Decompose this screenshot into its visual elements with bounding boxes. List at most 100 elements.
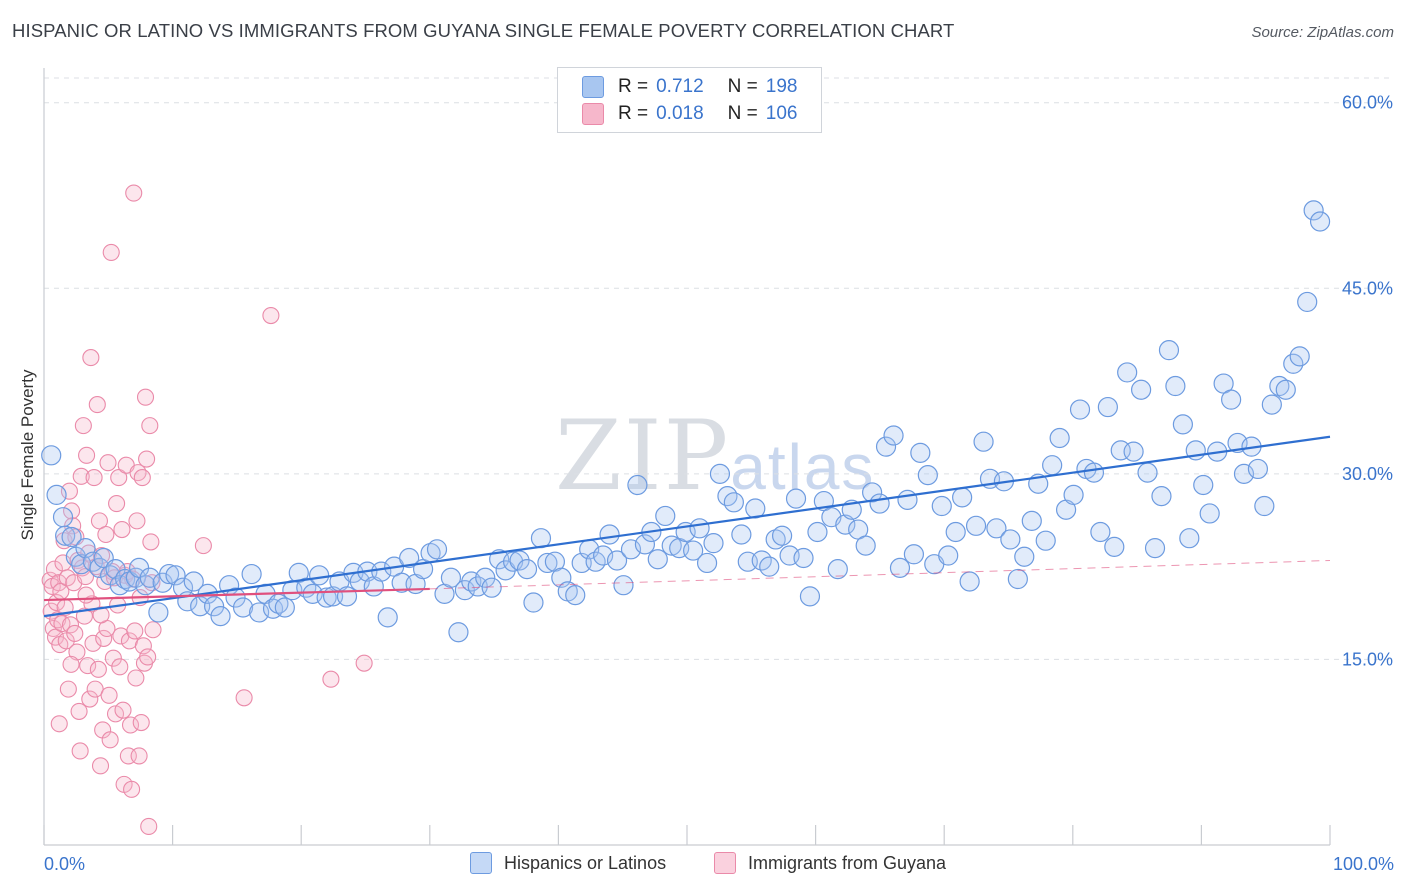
guyana-point <box>62 655 80 673</box>
hispanic-point <box>46 484 67 506</box>
bottom-legend-swatch-guyana <box>714 852 736 874</box>
guyana-point <box>84 634 102 652</box>
hispanic-point <box>903 544 925 565</box>
hispanic-point <box>1069 399 1091 420</box>
guyana-trend-line <box>43 587 430 602</box>
hispanic-point <box>399 547 420 569</box>
bottom-legend-swatch-hispanic <box>470 852 492 874</box>
hispanic-point <box>1289 346 1310 367</box>
hispanic-point <box>475 567 496 588</box>
hispanic-point <box>1144 537 1166 559</box>
hispanic-point <box>1021 510 1042 531</box>
guyana-point <box>140 817 158 835</box>
hispanic-point <box>139 567 160 588</box>
guyana-point <box>130 747 148 765</box>
y-tick-label: 15.0% <box>1342 649 1393 669</box>
guyana-point <box>126 622 144 640</box>
hispanic-point <box>1104 536 1125 557</box>
guyana-point <box>113 520 131 539</box>
hispanic-point <box>689 518 710 539</box>
hispanic-point <box>897 489 918 510</box>
guyana-point <box>235 689 253 707</box>
hispanic-point <box>938 545 959 566</box>
guyana-point <box>110 469 128 487</box>
hispanic-point <box>165 565 186 586</box>
hispanic-point <box>448 622 469 643</box>
hispanic-point <box>1090 521 1111 543</box>
hispanic-point <box>440 567 462 588</box>
hispanic-point <box>1130 379 1152 400</box>
hispanic-point <box>1297 291 1318 313</box>
hispanic-point <box>889 557 911 578</box>
guyana-point <box>85 469 103 487</box>
guyana-point <box>128 512 146 530</box>
hispanic-point <box>336 586 358 607</box>
hispanic-point <box>55 525 76 546</box>
hispanic-point <box>537 552 558 574</box>
guyana-trend-line-extension <box>429 559 1331 590</box>
guyana-point <box>132 713 150 732</box>
hispanic-point <box>835 514 856 535</box>
hispanic-point <box>973 431 994 452</box>
hispanic-point <box>807 521 828 543</box>
hispanic-point <box>827 559 848 580</box>
legend-row-guyana: R = 0.018 N = 106 <box>582 101 797 127</box>
hispanic-point <box>1158 340 1180 361</box>
guyana-point <box>144 621 162 639</box>
legend-r-label: R = <box>618 103 649 124</box>
hispanic-point <box>910 442 931 463</box>
guyana-point <box>104 649 122 667</box>
guyana-point <box>141 417 159 435</box>
guyana-point <box>100 686 118 704</box>
legend-n-value: 198 <box>765 76 798 97</box>
guyana-point <box>89 660 107 678</box>
legend-n-value: 106 <box>765 103 798 124</box>
bottom-legend-hispanic[interactable]: Hispanics or Latinos <box>470 852 666 874</box>
guyana-point <box>136 388 155 406</box>
hispanic-point <box>1063 484 1084 506</box>
hispanic-point <box>709 463 731 484</box>
guyana-point <box>97 525 115 544</box>
hispanic-point <box>627 474 648 496</box>
hispanic-point <box>793 547 814 569</box>
guyana-point <box>82 349 100 367</box>
hispanic-point <box>509 550 530 571</box>
guyana-point <box>121 716 140 734</box>
hispanic-point <box>241 563 262 585</box>
hispanic-point <box>1083 462 1105 483</box>
guyana-point <box>111 658 129 676</box>
hispanic-point <box>1261 394 1282 415</box>
hispanic-point <box>1042 455 1063 476</box>
guyana-point <box>76 567 95 586</box>
hispanic-point <box>190 596 211 617</box>
hispanic-point <box>647 549 668 570</box>
hispanic-point <box>371 561 392 582</box>
hispanic-point <box>1179 528 1200 549</box>
guyana-point <box>101 731 119 749</box>
guyana-point <box>133 469 151 487</box>
guyana-point <box>99 454 117 472</box>
guyana-point <box>57 632 75 650</box>
hispanic-point <box>516 559 538 580</box>
guyana-point <box>59 680 77 698</box>
guyana-point <box>102 243 120 261</box>
y-tick-label: 30.0% <box>1342 464 1393 484</box>
hispanic-point <box>599 524 620 545</box>
hispanic-point <box>481 577 502 598</box>
guyana-point <box>53 615 71 633</box>
hispanic-point <box>855 535 876 556</box>
legend-r-value: 0.712 <box>656 76 704 97</box>
hispanic-point <box>119 571 140 592</box>
guyana-point <box>108 495 126 513</box>
hispanic-point <box>1199 503 1220 524</box>
hispanic-point <box>952 487 973 508</box>
guyana-point <box>61 616 80 634</box>
guyana-point <box>72 467 90 485</box>
y-axis-label: Single Female Poverty <box>18 369 37 541</box>
guyana-point <box>74 417 92 435</box>
guyana-point <box>95 629 113 647</box>
guyana-point <box>92 606 110 624</box>
hispanic-point <box>1221 389 1242 410</box>
hispanic-point <box>1000 529 1021 550</box>
bottom-legend-guyana[interactable]: Immigrants from Guyana <box>714 852 946 874</box>
